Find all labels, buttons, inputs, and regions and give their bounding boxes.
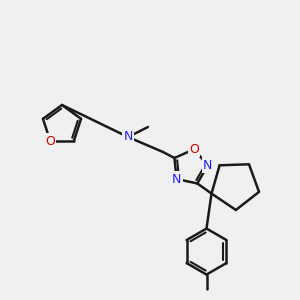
Text: O: O (189, 143, 199, 156)
Text: O: O (45, 135, 55, 148)
Text: N: N (203, 159, 213, 172)
Text: N: N (172, 172, 181, 185)
Text: N: N (123, 130, 133, 143)
